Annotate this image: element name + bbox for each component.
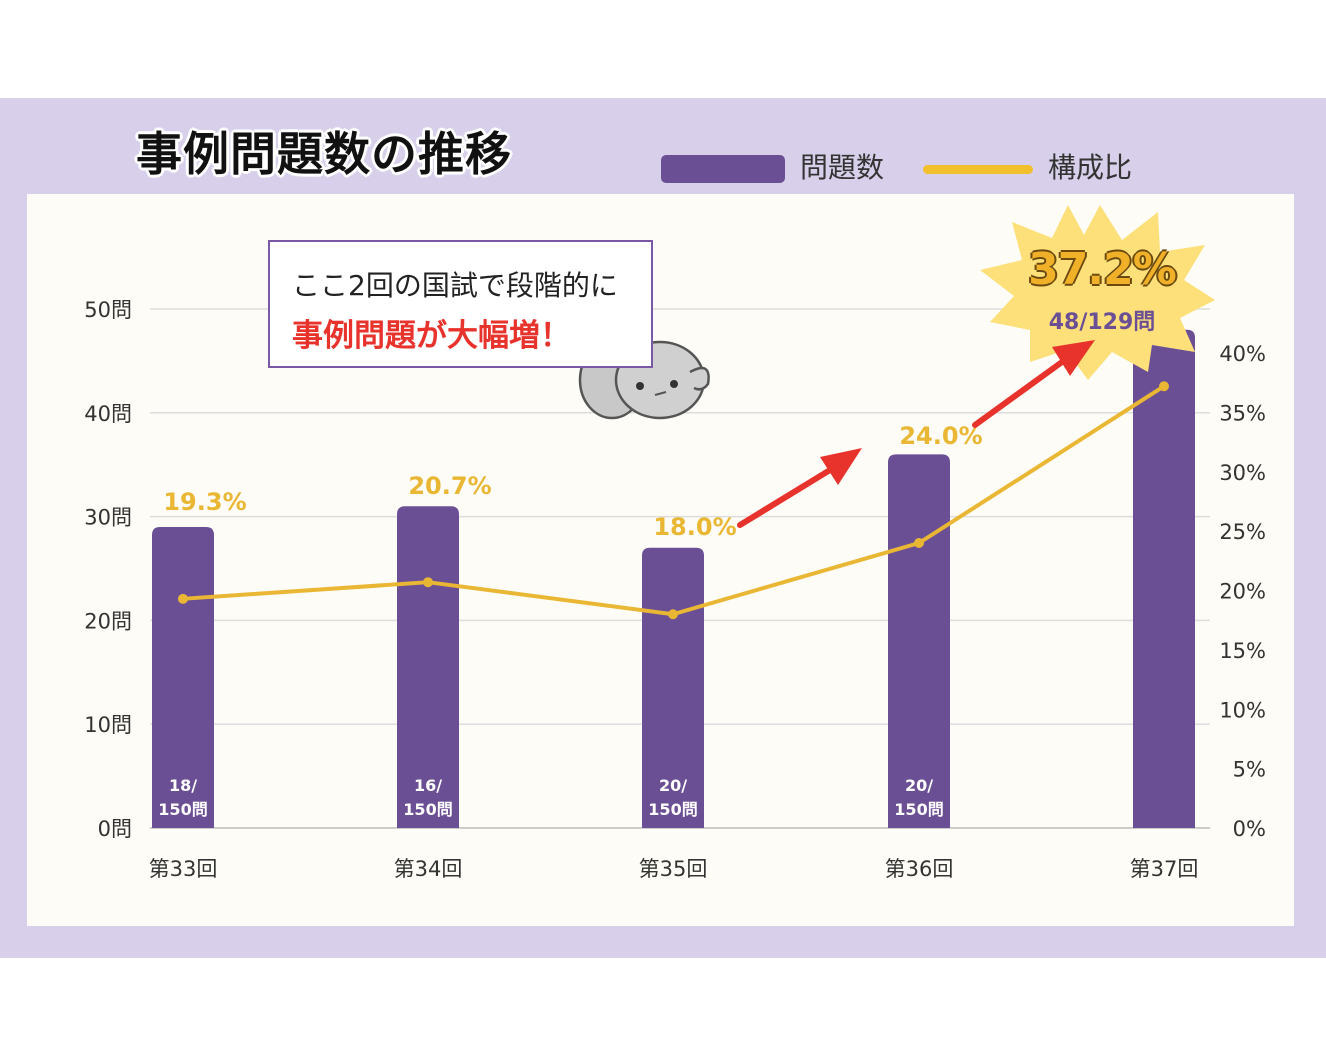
bar — [397, 506, 459, 828]
legend-line-label: 構成比 — [1048, 151, 1133, 184]
highlight-count: 48/129問 — [1048, 310, 1156, 335]
chart-title: 事例問題数の推移 — [136, 127, 512, 181]
bar-data-label: 16/ — [414, 776, 442, 795]
y-right-tick-label: 30% — [1219, 461, 1266, 485]
arrow-icon — [972, 340, 1095, 428]
line-data-label: 20.7% — [408, 472, 491, 500]
callout-line1: ここ2回の国試で段階的に — [292, 269, 618, 302]
bar-data-label: 150問 — [158, 800, 207, 819]
bar-data-label: 150問 — [894, 800, 943, 819]
y-right-tick-label: 5% — [1233, 758, 1266, 782]
line-data-label: 18.0% — [653, 513, 736, 541]
bar-data-label: 150問 — [403, 800, 452, 819]
line-point — [668, 609, 678, 620]
bar-data-label: 150問 — [648, 800, 697, 819]
y-right-tick-label: 10% — [1219, 698, 1266, 722]
y-left-tick-label: 0問 — [98, 817, 132, 841]
line-point — [1159, 381, 1169, 392]
bar-data-label: 18/ — [169, 776, 197, 795]
x-tick-label: 第36回 — [885, 857, 954, 881]
arrow-icon — [737, 448, 862, 528]
bar — [642, 547, 704, 828]
bar — [152, 526, 214, 828]
y-left-tick-label: 20問 — [84, 609, 132, 633]
x-tick-label: 第34回 — [394, 857, 463, 881]
burst-shape — [980, 205, 1215, 380]
y-left-tick-label: 30問 — [84, 506, 132, 530]
y-right-tick-label: 40% — [1219, 342, 1266, 366]
line-data-label: 19.3% — [163, 488, 246, 516]
line-point — [178, 593, 188, 604]
legend-bar-label: 問題数 — [800, 151, 885, 184]
line-point — [423, 577, 433, 588]
highlight-percent: 37.2% — [1028, 244, 1177, 295]
bar-data-label: 20/ — [905, 776, 933, 795]
y-right-tick-label: 35% — [1219, 401, 1266, 425]
legend-line-swatch — [923, 165, 1033, 174]
y-right-tick-label: 20% — [1219, 580, 1266, 604]
y-right-tick-label: 15% — [1219, 639, 1266, 663]
y-left-tick-label: 40問 — [84, 402, 132, 426]
bar-data-label: 20/ — [659, 776, 687, 795]
bar — [888, 454, 950, 828]
callout-line2: 事例問題が大幅増！ — [292, 318, 571, 354]
bar — [1133, 329, 1195, 828]
x-tick-label: 第33回 — [149, 857, 218, 881]
y-right-tick-label: 0% — [1233, 817, 1266, 841]
y-right-tick-label: 25% — [1219, 520, 1266, 544]
x-tick-label: 第37回 — [1130, 857, 1199, 881]
line-point — [914, 538, 924, 548]
callout-box: ここ2回の国試で段階的に 事例問題が大幅増！ — [268, 240, 653, 368]
line-data-label: 24.0% — [899, 422, 982, 450]
x-tick-label: 第35回 — [639, 857, 708, 881]
y-left-tick-label: 50問 — [84, 298, 132, 322]
legend-bar-swatch — [661, 155, 785, 183]
y-left-tick-label: 10問 — [84, 713, 132, 737]
